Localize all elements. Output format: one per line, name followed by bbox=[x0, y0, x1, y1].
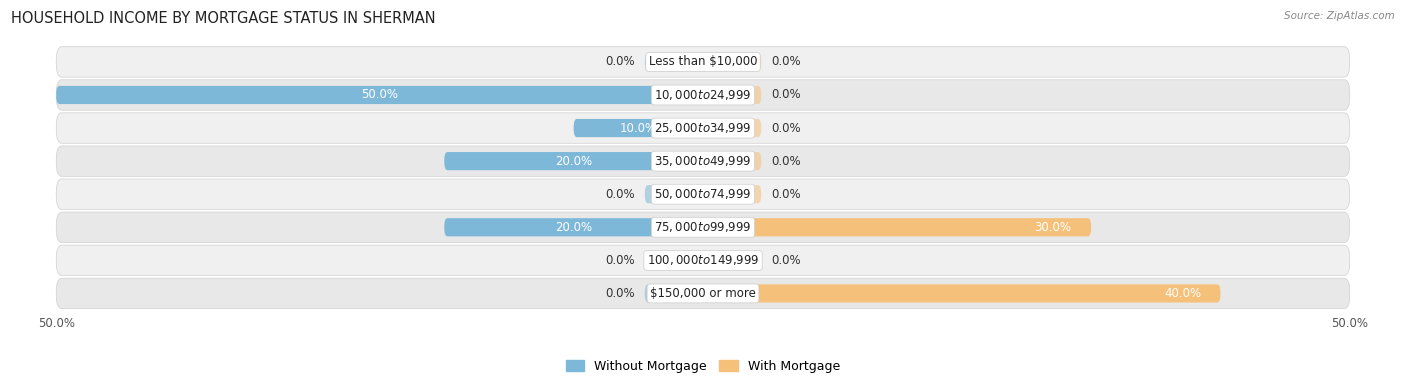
Text: 0.0%: 0.0% bbox=[605, 287, 634, 300]
Text: 20.0%: 20.0% bbox=[555, 155, 592, 167]
FancyBboxPatch shape bbox=[703, 152, 761, 170]
FancyBboxPatch shape bbox=[703, 218, 1091, 236]
Text: 20.0%: 20.0% bbox=[555, 221, 592, 234]
Text: Less than $10,000: Less than $10,000 bbox=[648, 56, 758, 68]
FancyBboxPatch shape bbox=[645, 53, 703, 71]
FancyBboxPatch shape bbox=[444, 218, 703, 236]
FancyBboxPatch shape bbox=[703, 251, 761, 270]
Text: $150,000 or more: $150,000 or more bbox=[650, 287, 756, 300]
Legend: Without Mortgage, With Mortgage: Without Mortgage, With Mortgage bbox=[561, 355, 845, 378]
Text: 0.0%: 0.0% bbox=[772, 155, 801, 167]
Text: Source: ZipAtlas.com: Source: ZipAtlas.com bbox=[1284, 11, 1395, 21]
FancyBboxPatch shape bbox=[645, 284, 703, 302]
Text: $10,000 to $24,999: $10,000 to $24,999 bbox=[654, 88, 752, 102]
Text: 0.0%: 0.0% bbox=[772, 88, 801, 101]
FancyBboxPatch shape bbox=[703, 284, 1220, 302]
Text: 50.0%: 50.0% bbox=[361, 88, 398, 101]
Text: 10.0%: 10.0% bbox=[620, 122, 657, 135]
Text: 0.0%: 0.0% bbox=[772, 56, 801, 68]
Text: 0.0%: 0.0% bbox=[772, 188, 801, 201]
FancyBboxPatch shape bbox=[56, 113, 1350, 143]
Text: 0.0%: 0.0% bbox=[605, 188, 634, 201]
FancyBboxPatch shape bbox=[703, 185, 761, 203]
FancyBboxPatch shape bbox=[56, 146, 1350, 176]
FancyBboxPatch shape bbox=[444, 152, 703, 170]
FancyBboxPatch shape bbox=[645, 251, 703, 270]
FancyBboxPatch shape bbox=[56, 212, 1350, 243]
Text: HOUSEHOLD INCOME BY MORTGAGE STATUS IN SHERMAN: HOUSEHOLD INCOME BY MORTGAGE STATUS IN S… bbox=[11, 11, 436, 26]
Text: $100,000 to $149,999: $100,000 to $149,999 bbox=[647, 253, 759, 267]
FancyBboxPatch shape bbox=[703, 119, 761, 137]
FancyBboxPatch shape bbox=[56, 278, 1350, 308]
FancyBboxPatch shape bbox=[56, 80, 1350, 110]
FancyBboxPatch shape bbox=[645, 185, 703, 203]
Text: $35,000 to $49,999: $35,000 to $49,999 bbox=[654, 154, 752, 168]
Text: 40.0%: 40.0% bbox=[1164, 287, 1201, 300]
FancyBboxPatch shape bbox=[703, 53, 761, 71]
Text: 0.0%: 0.0% bbox=[772, 254, 801, 267]
Text: $50,000 to $74,999: $50,000 to $74,999 bbox=[654, 187, 752, 201]
Text: 0.0%: 0.0% bbox=[772, 122, 801, 135]
FancyBboxPatch shape bbox=[56, 86, 703, 104]
FancyBboxPatch shape bbox=[56, 179, 1350, 209]
FancyBboxPatch shape bbox=[574, 119, 703, 137]
Text: $25,000 to $34,999: $25,000 to $34,999 bbox=[654, 121, 752, 135]
Text: 0.0%: 0.0% bbox=[605, 56, 634, 68]
Text: 0.0%: 0.0% bbox=[605, 254, 634, 267]
FancyBboxPatch shape bbox=[56, 47, 1350, 77]
Text: $75,000 to $99,999: $75,000 to $99,999 bbox=[654, 220, 752, 234]
Text: 30.0%: 30.0% bbox=[1035, 221, 1071, 234]
FancyBboxPatch shape bbox=[703, 86, 761, 104]
FancyBboxPatch shape bbox=[56, 245, 1350, 276]
